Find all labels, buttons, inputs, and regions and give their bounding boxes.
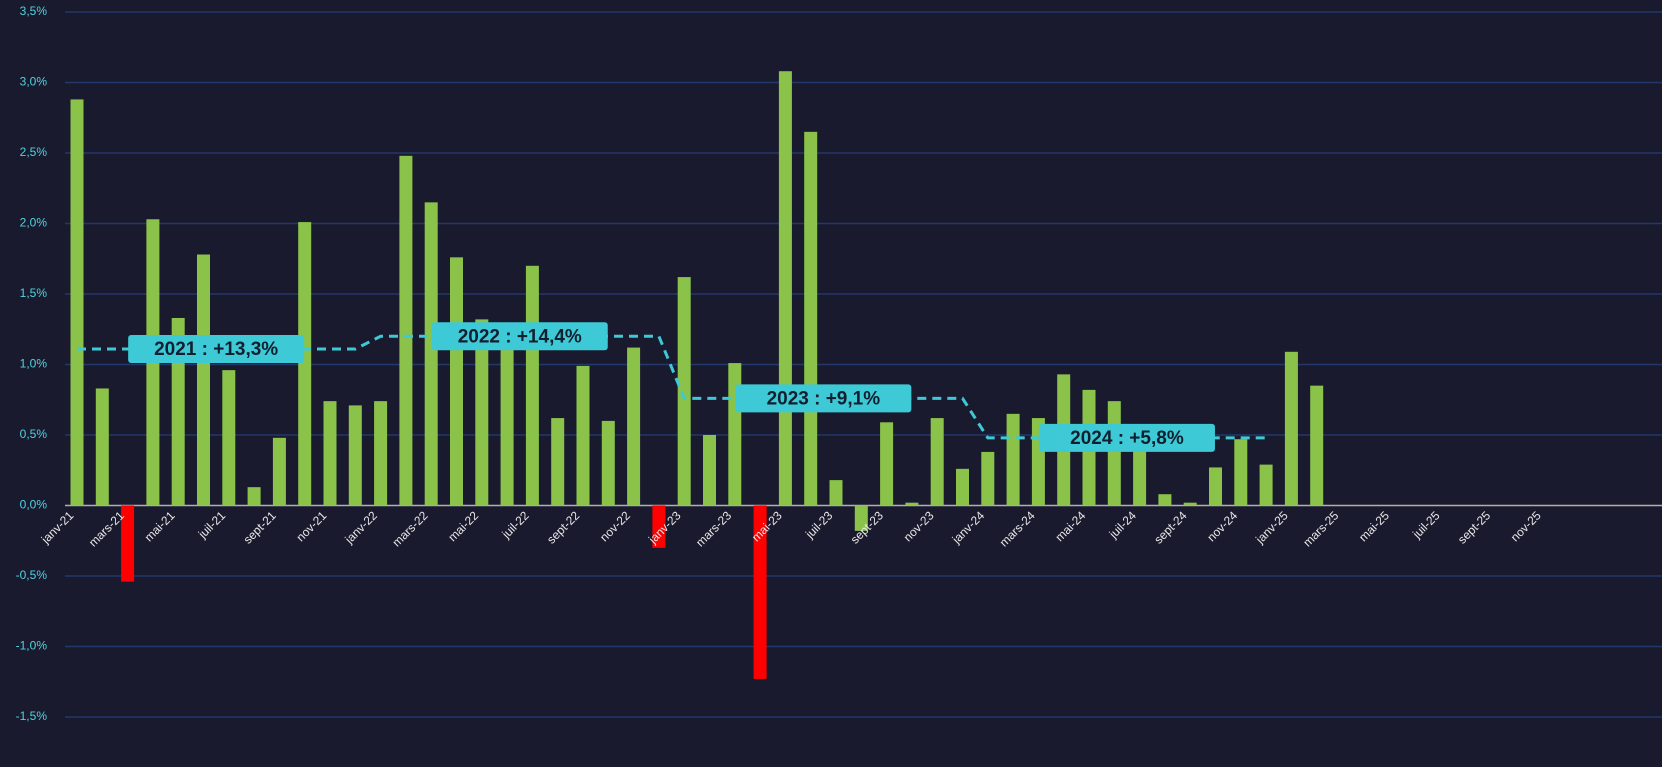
x-tick-label: mai-21 [142, 508, 178, 544]
annotation: 2023 : +9,1% [767, 388, 881, 409]
y-tick-label: 0,5% [20, 427, 48, 441]
bar [272, 437, 286, 506]
x-tick-label: janv-21 [38, 508, 77, 547]
bar [171, 317, 185, 506]
x-tick-label: nov-23 [901, 508, 937, 544]
x-tick-label: nov-25 [1508, 508, 1544, 544]
bar [70, 99, 84, 506]
annotation-box [735, 384, 912, 413]
y-tick-label: 1,5% [20, 286, 48, 300]
bar [121, 505, 135, 582]
bar [1107, 401, 1121, 506]
bar [956, 468, 969, 506]
bar [450, 257, 463, 506]
x-tick-label: juil-21 [195, 508, 228, 541]
annotation-box [431, 322, 608, 351]
x-tick-label: janv-25 [1252, 508, 1291, 547]
bar [374, 401, 388, 506]
bar [1284, 351, 1298, 506]
x-tick-label: sept-22 [544, 508, 582, 546]
bar [475, 319, 489, 506]
x-tick-label: juil-24 [1106, 508, 1139, 541]
x-tick-label: mars-21 [86, 508, 127, 549]
bar [804, 131, 818, 506]
bar [981, 451, 995, 506]
x-tick-label: juil-25 [1409, 508, 1442, 541]
x-tick-label: sept-25 [1455, 508, 1493, 546]
x-tick-label: janv-22 [342, 508, 381, 547]
bar [829, 480, 843, 506]
bar [753, 505, 767, 679]
bar [1310, 385, 1324, 506]
bar [1006, 413, 1020, 506]
bar [1158, 494, 1172, 506]
annotation-box [1038, 423, 1215, 452]
bar [348, 405, 362, 506]
y-tick-label: -1,0% [16, 639, 48, 653]
bar [298, 222, 312, 506]
x-tick-label: juil-22 [499, 508, 532, 541]
y-tick-label: 2,0% [20, 216, 48, 230]
bar [399, 155, 413, 506]
x-tick-label: mai-22 [445, 508, 481, 544]
bar [905, 502, 919, 506]
annotation: 2024 : +5,8% [1070, 428, 1184, 449]
bar [576, 365, 590, 506]
y-tick-label: 0,0% [20, 498, 48, 512]
bar [95, 388, 109, 506]
x-tick-label: juil-23 [802, 508, 835, 541]
x-tick-label: sept-24 [1151, 508, 1189, 546]
x-tick-label: nov-24 [1204, 508, 1240, 544]
x-tick-label: nov-22 [597, 508, 633, 544]
bar [247, 487, 261, 506]
bar [703, 435, 716, 506]
y-tick-label: -0,5% [16, 568, 48, 582]
bar [627, 347, 641, 506]
bar [778, 71, 792, 506]
bar [677, 277, 691, 506]
bar [601, 420, 615, 506]
x-tick-label: mars-24 [997, 508, 1038, 549]
bar [222, 370, 236, 506]
x-tick-label: mai-24 [1053, 508, 1089, 544]
annotation: 2022 : +14,4% [458, 326, 582, 347]
bar [1133, 439, 1147, 506]
bar [930, 418, 944, 506]
bar [1183, 502, 1197, 506]
annotation: 2021 : +13,3% [154, 339, 278, 360]
bar [652, 505, 666, 548]
x-tick-label: mars-25 [1300, 508, 1341, 549]
x-tick-label: janv-24 [949, 508, 988, 547]
bar [197, 254, 210, 506]
x-tick-label: mars-23 [693, 508, 734, 549]
bar [551, 418, 565, 506]
y-tick-label: 1,0% [20, 357, 48, 371]
y-tick-label: 3,0% [20, 75, 48, 89]
x-tick-label: sept-21 [241, 508, 279, 546]
annotation-box [128, 334, 305, 363]
bar [323, 401, 337, 506]
y-tick-label: 2,5% [20, 145, 48, 159]
bar [1259, 464, 1273, 506]
bar [854, 505, 868, 531]
bar [424, 202, 438, 506]
bar [500, 339, 514, 506]
x-tick-label: mai-25 [1356, 508, 1392, 544]
bar [1234, 439, 1248, 506]
bar [525, 265, 539, 506]
bar [880, 422, 894, 506]
bar [1209, 467, 1222, 506]
y-tick-label: 3,5% [20, 4, 48, 18]
y-tick-label: -1,5% [16, 709, 48, 723]
x-tick-label: nov-21 [294, 508, 330, 544]
x-tick-label: mars-22 [390, 508, 431, 549]
